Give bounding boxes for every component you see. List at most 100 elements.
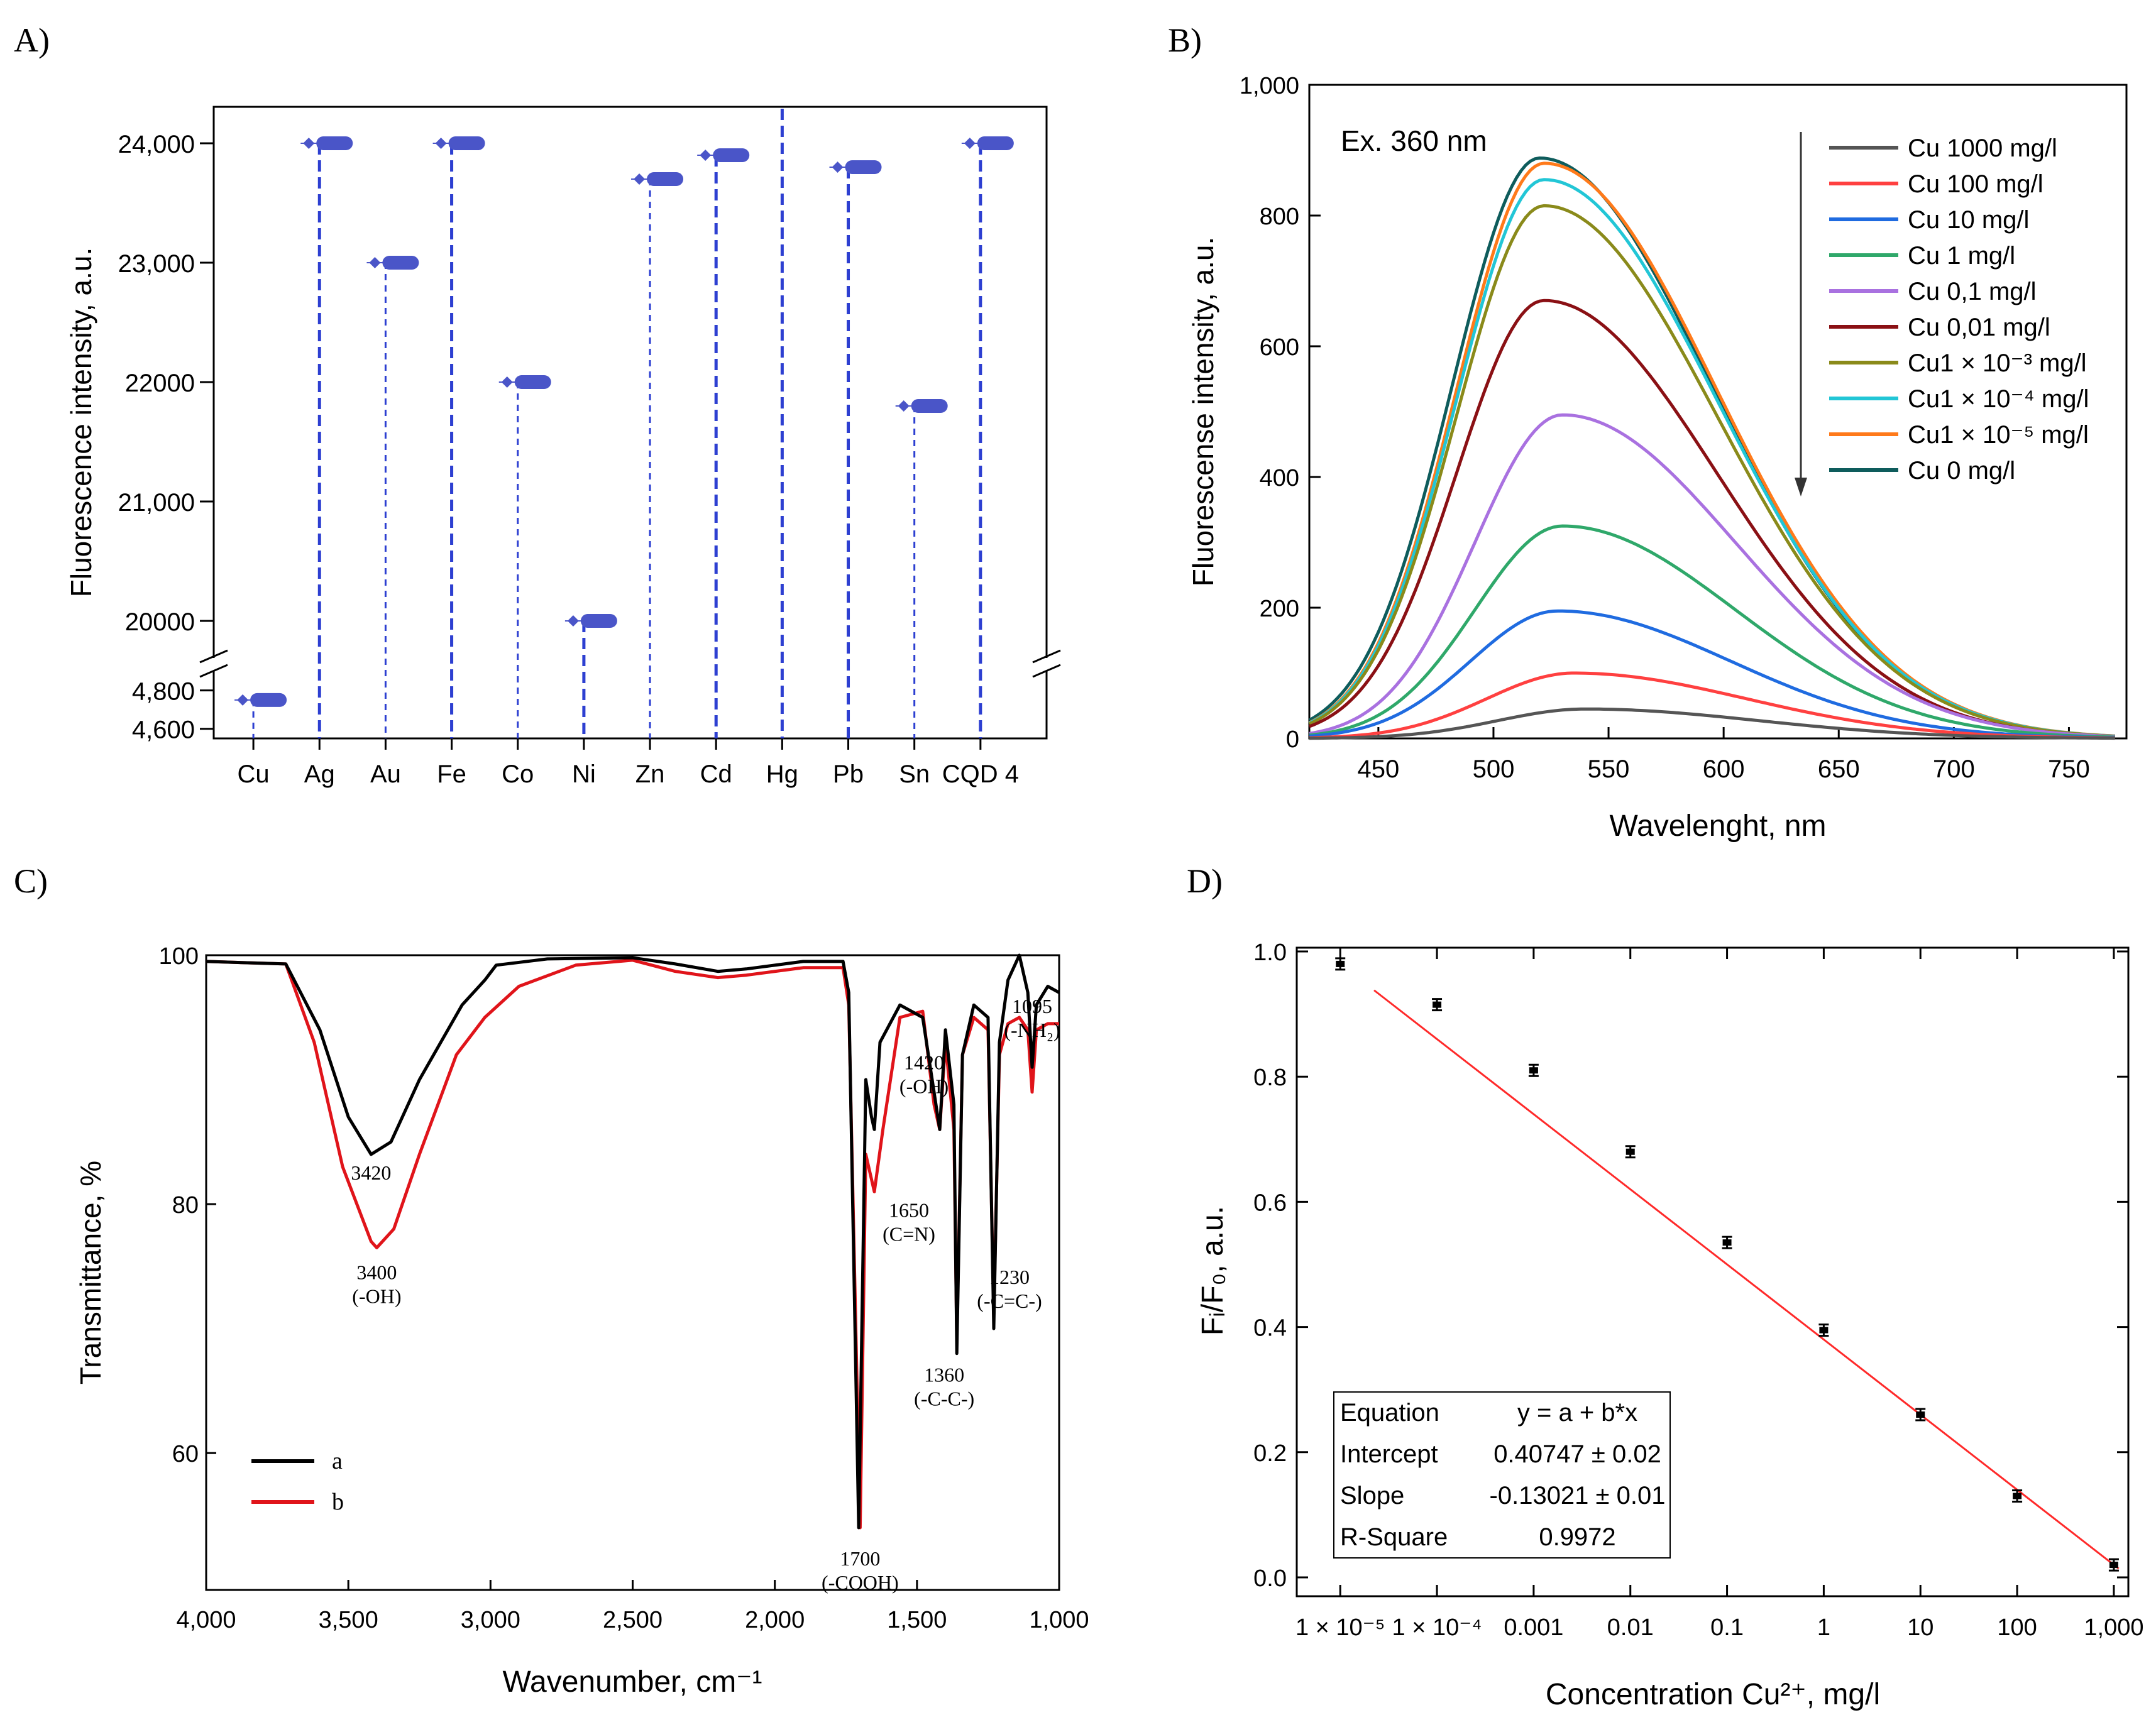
chart-a-xtick-label: Fe [437, 760, 466, 788]
chart-c-annotation: (-NH₂) [1004, 1019, 1060, 1041]
chart-d-ytick-label: 0.6 [1253, 1190, 1287, 1216]
chart-b-series-line [1309, 609, 2115, 740]
chart-c-annotation: (-OH) [352, 1285, 401, 1307]
chart-a-xtick-label: Cu [238, 760, 270, 788]
chart-a-ylabel: Fluorescence intensity, a.u. [65, 248, 97, 598]
chart-a-diamond-marker [964, 138, 976, 149]
chart-a-diamond-marker [303, 138, 315, 149]
chart-a-point-cluster [845, 160, 882, 174]
chart-a-ytick-label: 20000 [125, 608, 195, 636]
chart-c-xtick-label: 1,500 [887, 1607, 947, 1633]
chart-a-axis-break-mark [1032, 649, 1061, 664]
chart-c-xlabel: Wavenumber, cm⁻¹ [503, 1665, 762, 1699]
chart-c-annotation: (-C=C-) [977, 1290, 1042, 1312]
chart-b-xtick-label: 650 [1818, 755, 1860, 783]
chart-a-xtick-label: Co [502, 760, 534, 788]
chart-c-annotation: 1095 [1012, 995, 1052, 1017]
chart-c-xtick-label: 1,000 [1029, 1607, 1089, 1633]
chart-b-xtick-label: 500 [1473, 755, 1515, 783]
chart-d-xtick-label: 1 × 10⁻⁴ [1392, 1614, 1482, 1641]
chart-b-ytick-label: 800 [1260, 204, 1299, 230]
chart-c-annotation: (-C-C-) [914, 1388, 974, 1410]
chart-b-ytick-label: 600 [1260, 334, 1299, 361]
chart-a-point-cluster [647, 172, 684, 186]
chart-b-xlabel: Wavelenght, nm [1609, 809, 1826, 843]
chart-a-xtick-label: Ag [304, 760, 335, 788]
panel-label-c: C) [14, 862, 48, 900]
chart-a-xtick-label: Ni [572, 760, 596, 788]
chart-d-fit-line [1373, 989, 2120, 1570]
panel-label-b: B) [1168, 21, 1202, 59]
chart-c-annotation: 3420 [351, 1161, 391, 1184]
chart-a-diamond-marker [369, 257, 381, 268]
chart-d-ytick-label: 0.2 [1253, 1440, 1287, 1467]
chart-a-xtick-label: Au [370, 760, 401, 788]
chart-a-point-cluster [713, 148, 750, 162]
chart-d-table-value: -0.13021 ± 0.01 [1490, 1482, 1666, 1510]
chart-b-xtick-label: 750 [2048, 755, 2090, 783]
chart-d-table-key: Intercept [1340, 1440, 1438, 1468]
chart-b-xtick-label: 700 [1933, 755, 1975, 783]
chart-d-data-point [2109, 1562, 2118, 1569]
chart-b-legend-arrowhead [1795, 478, 1807, 496]
chart-a: Fluorescence intensity, a.u. 20000 21,000… [65, 106, 1065, 788]
chart-a-diamond-marker [634, 173, 646, 185]
chart-d-data-point [1336, 960, 1345, 967]
chart-a-point-cluster [382, 256, 419, 270]
chart-d-data-point [1433, 1001, 1442, 1008]
chart-c-annotation: 3400 [356, 1261, 397, 1283]
chart-d-ytick-label: 0.0 [1253, 1565, 1287, 1592]
chart-a-diamond-marker [435, 138, 447, 149]
chart-a-diamond-marker [832, 162, 844, 173]
chart-b-legend-label: Cu 0 mg/l [1908, 457, 2015, 485]
chart-a-point-cluster [911, 399, 948, 413]
chart-c-annotation: (-COOH) [822, 1571, 899, 1594]
chart-d-table-key: Equation [1340, 1399, 1439, 1427]
chart-c-annotation: 1230 [989, 1266, 1030, 1288]
chart-b-ylabel: Fluorescense intensity, a.u. [1187, 237, 1219, 587]
chart-a-point-cluster [514, 375, 551, 389]
chart-b-legend-label: Cu1 × 10⁻⁴ mg/l [1908, 385, 2089, 413]
chart-b-series-line [1309, 413, 2115, 738]
chart-b-series-line [1308, 204, 2115, 738]
chart-d-frame [1295, 946, 2130, 1597]
chart-a-axis-break-mark [199, 664, 228, 678]
chart-c: Wavenumber, cm⁻¹ Transmittance, % 4,000 3… [74, 943, 1089, 1699]
chart-b-annotation: Ex. 360 nm [1341, 124, 1487, 157]
chart-a-diamond-marker [501, 376, 513, 388]
chart-c-legend-label: b [332, 1489, 344, 1515]
chart-a-xtick-label: Cd [700, 760, 732, 788]
panel-label-d: D) [1187, 862, 1223, 900]
chart-a-xtick-label: Pb [833, 760, 864, 788]
chart-a-axis-break-mark [199, 649, 228, 664]
chart-a-ytick-label: 23,000 [118, 250, 195, 278]
chart-d-table-value: 0.9972 [1539, 1523, 1615, 1551]
chart-b-series-line [1309, 524, 2115, 739]
chart-b-frame [1308, 84, 2128, 740]
chart-a-diamond-marker [700, 150, 712, 161]
chart-b-ytick-label: 1,000 [1240, 73, 1299, 99]
chart-d-ytick-label: 0.4 [1253, 1315, 1287, 1342]
chart-d-table-value: 0.40747 ± 0.02 [1493, 1440, 1661, 1468]
chart-d-data-point [1916, 1411, 1925, 1418]
chart-d-ytick-label: 1.0 [1253, 940, 1287, 966]
chart-b-legend-label: Cu 1 mg/l [1908, 242, 2015, 270]
chart-c-xtick-label: 3,000 [461, 1607, 520, 1633]
chart-d-table-key: R-Square [1340, 1523, 1448, 1551]
chart-d-xtick-label: 0.01 [1607, 1614, 1654, 1641]
chart-b-xtick-label: 550 [1588, 755, 1630, 783]
chart-d-data-point [1819, 1327, 1829, 1334]
chart-d-xtick-label: 1 × 10⁻⁵ [1295, 1614, 1385, 1641]
chart-b-legend-label: Cu 10 mg/l [1908, 206, 2029, 234]
chart-a-xtick-label: CQD 4 [942, 760, 1019, 788]
chart-c-legend-label: a [332, 1448, 343, 1474]
chart-d-results-table [1333, 1391, 1671, 1559]
chart-c-xtick-label: 3,500 [319, 1607, 378, 1633]
chart-a-point-cluster [580, 614, 617, 628]
chart-d-xtick-label: 1 [1817, 1614, 1830, 1641]
chart-a-ytick-label: 4,600 [132, 716, 195, 744]
chart-b-series-line [1309, 707, 2115, 740]
chart-b-legend-label: Cu 1000 mg/l [1908, 134, 2057, 162]
chart-a-xtick-label: Sn [899, 760, 930, 788]
